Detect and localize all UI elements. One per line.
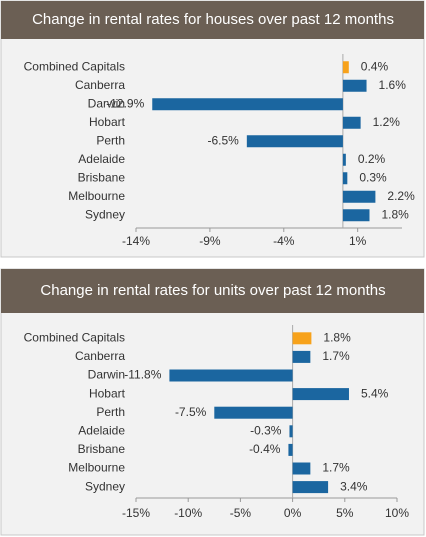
category-label: Canberra	[75, 78, 125, 92]
bar	[342, 209, 370, 222]
bar	[342, 153, 346, 166]
chart-title: Change in rental rates for houses over p…	[32, 11, 394, 28]
value-label: 5.4%	[361, 386, 389, 400]
bar	[292, 350, 311, 363]
value-label: -6.5%	[207, 133, 239, 147]
value-label: 1.8%	[381, 207, 409, 221]
value-label: -0.4%	[249, 442, 281, 456]
x-tick-label: -9%	[199, 234, 221, 248]
bar	[214, 406, 293, 419]
bar	[289, 425, 293, 438]
chart-title: Change in rental rates for units over pa…	[40, 282, 385, 299]
x-tick-label: -15%	[122, 506, 150, 520]
bar	[152, 98, 343, 111]
category-label: Brisbane	[78, 442, 126, 456]
bar	[342, 61, 349, 74]
category-label: Canberra	[75, 349, 125, 363]
value-label: 0.4%	[361, 59, 389, 73]
title-bar	[1, 269, 424, 313]
bar	[342, 116, 361, 129]
title-bar	[1, 1, 424, 39]
x-tick-label: 1%	[349, 234, 367, 248]
category-label: Perth	[96, 133, 125, 147]
value-label: -7.5%	[175, 405, 207, 419]
category-label: Combined Capitals	[24, 59, 125, 73]
bar	[169, 369, 293, 382]
value-label: 0.3%	[359, 170, 387, 184]
bar	[292, 462, 311, 475]
x-tick-label: -4%	[273, 234, 295, 248]
value-label: -12.9%	[106, 96, 144, 110]
value-label: 1.8%	[323, 330, 351, 344]
value-label: 0.2%	[358, 152, 386, 166]
value-label: -0.3%	[250, 423, 282, 437]
category-label: Sydney	[85, 207, 125, 221]
category-label: Brisbane	[78, 170, 126, 184]
value-label: 3.4%	[340, 479, 368, 493]
value-label: 1.6%	[379, 78, 407, 92]
value-label: 1.7%	[322, 349, 350, 363]
value-label: -11.8%	[124, 368, 161, 382]
value-label: 1.7%	[322, 461, 350, 475]
x-tick-label: -14%	[122, 234, 150, 248]
x-tick-label: -5%	[230, 506, 252, 520]
category-label: Darwin	[88, 368, 125, 382]
category-label: Sydney	[85, 479, 125, 493]
bar	[292, 481, 329, 494]
category-label: Darwin	[88, 96, 125, 110]
value-label: 1.2%	[373, 115, 401, 129]
category-label: Hobart	[89, 115, 126, 129]
value-label: 2.2%	[387, 189, 415, 203]
bar	[288, 443, 293, 456]
x-tick-label: 10%	[385, 506, 409, 520]
bar	[342, 79, 367, 92]
category-label: Combined Capitals	[24, 330, 125, 344]
x-tick-label: 0%	[284, 506, 302, 520]
category-label: Perth	[96, 405, 125, 419]
bar	[342, 190, 376, 203]
bar	[292, 332, 312, 345]
category-label: Melbourne	[68, 461, 125, 475]
bar	[292, 388, 349, 401]
category-label: Hobart	[89, 386, 126, 400]
x-tick-label: 5%	[336, 506, 354, 520]
category-label: Melbourne	[68, 189, 125, 203]
bar	[246, 135, 343, 148]
bar	[342, 172, 348, 185]
category-label: Adelaide	[78, 152, 125, 166]
x-tick-label: -10%	[174, 506, 202, 520]
category-label: Adelaide	[78, 423, 125, 437]
